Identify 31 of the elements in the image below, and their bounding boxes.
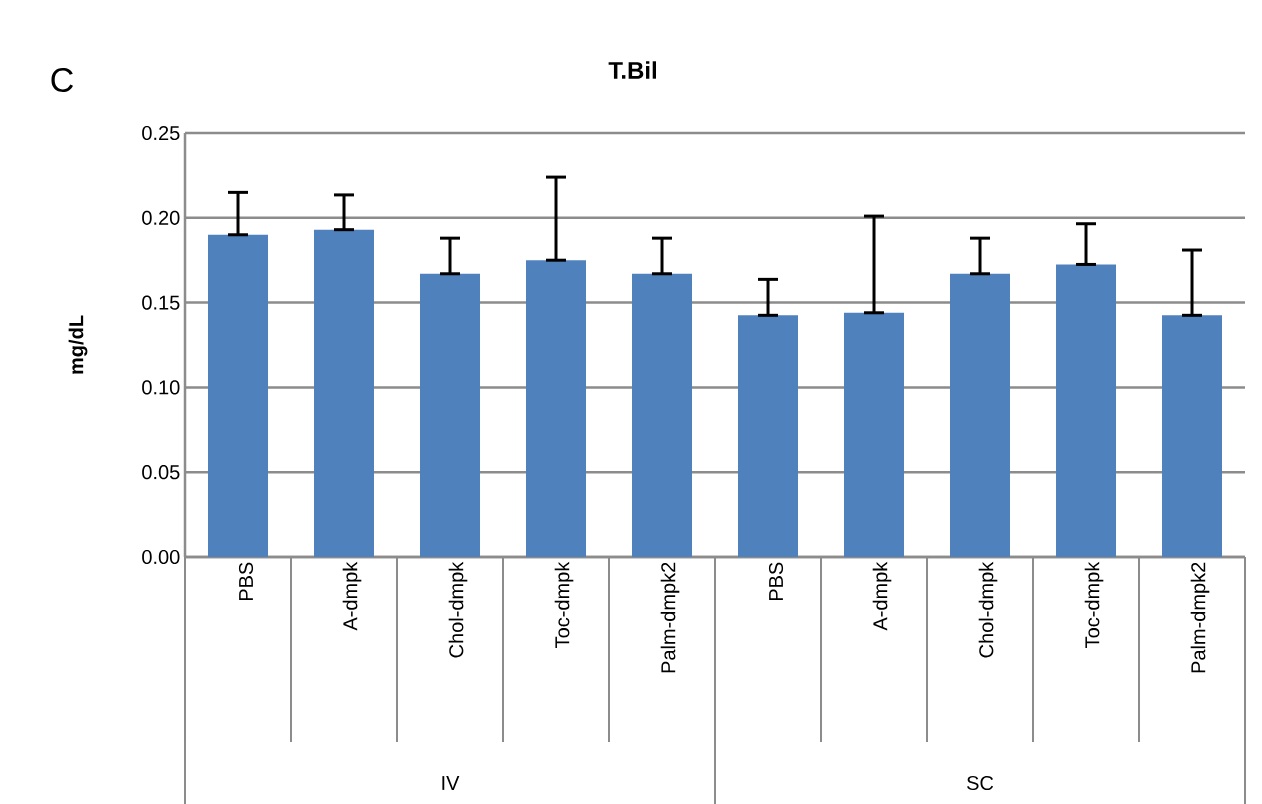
y-tick-label: 0.05	[142, 465, 180, 480]
bar	[844, 312, 905, 557]
text: SC	[967, 775, 994, 791]
x-tick-label: Chol-dmpk	[978, 561, 998, 658]
bar	[738, 315, 799, 557]
x-tick-label: Palm-dmpk2	[660, 562, 680, 673]
bar	[526, 260, 587, 557]
bar	[632, 273, 693, 557]
x-tick-label: Toc-dmpk	[1084, 561, 1104, 648]
bar	[314, 229, 375, 557]
text: IV	[442, 776, 460, 790]
y-tick-label: 0.00	[142, 549, 180, 565]
x-tick-label: PBS	[238, 562, 254, 601]
x-tick-label: Palm-dmpk2	[1190, 562, 1210, 673]
y-tick-label: 0.10	[142, 380, 180, 395]
bar	[1056, 264, 1117, 557]
y-axis-title: mg/dL	[68, 315, 88, 374]
y-tick-label: 0.20	[142, 210, 180, 225]
x-tick-label: A-dmpk	[872, 561, 892, 631]
bar	[950, 273, 1011, 557]
x-tick-label: Toc-dmpk	[554, 561, 574, 648]
x-tick-label: PBS	[768, 562, 784, 601]
y-tick-label: 0.25	[142, 125, 180, 141]
y-tick-label: 0.15	[142, 295, 180, 310]
text: C	[51, 67, 73, 93]
bar	[208, 234, 269, 557]
x-tick-label: Chol-dmpk	[448, 561, 468, 658]
x-tick-label: A-dmpk	[342, 561, 362, 631]
chart-title: T.Bil	[608, 61, 657, 79]
bar	[1162, 315, 1223, 557]
bar	[420, 273, 481, 557]
